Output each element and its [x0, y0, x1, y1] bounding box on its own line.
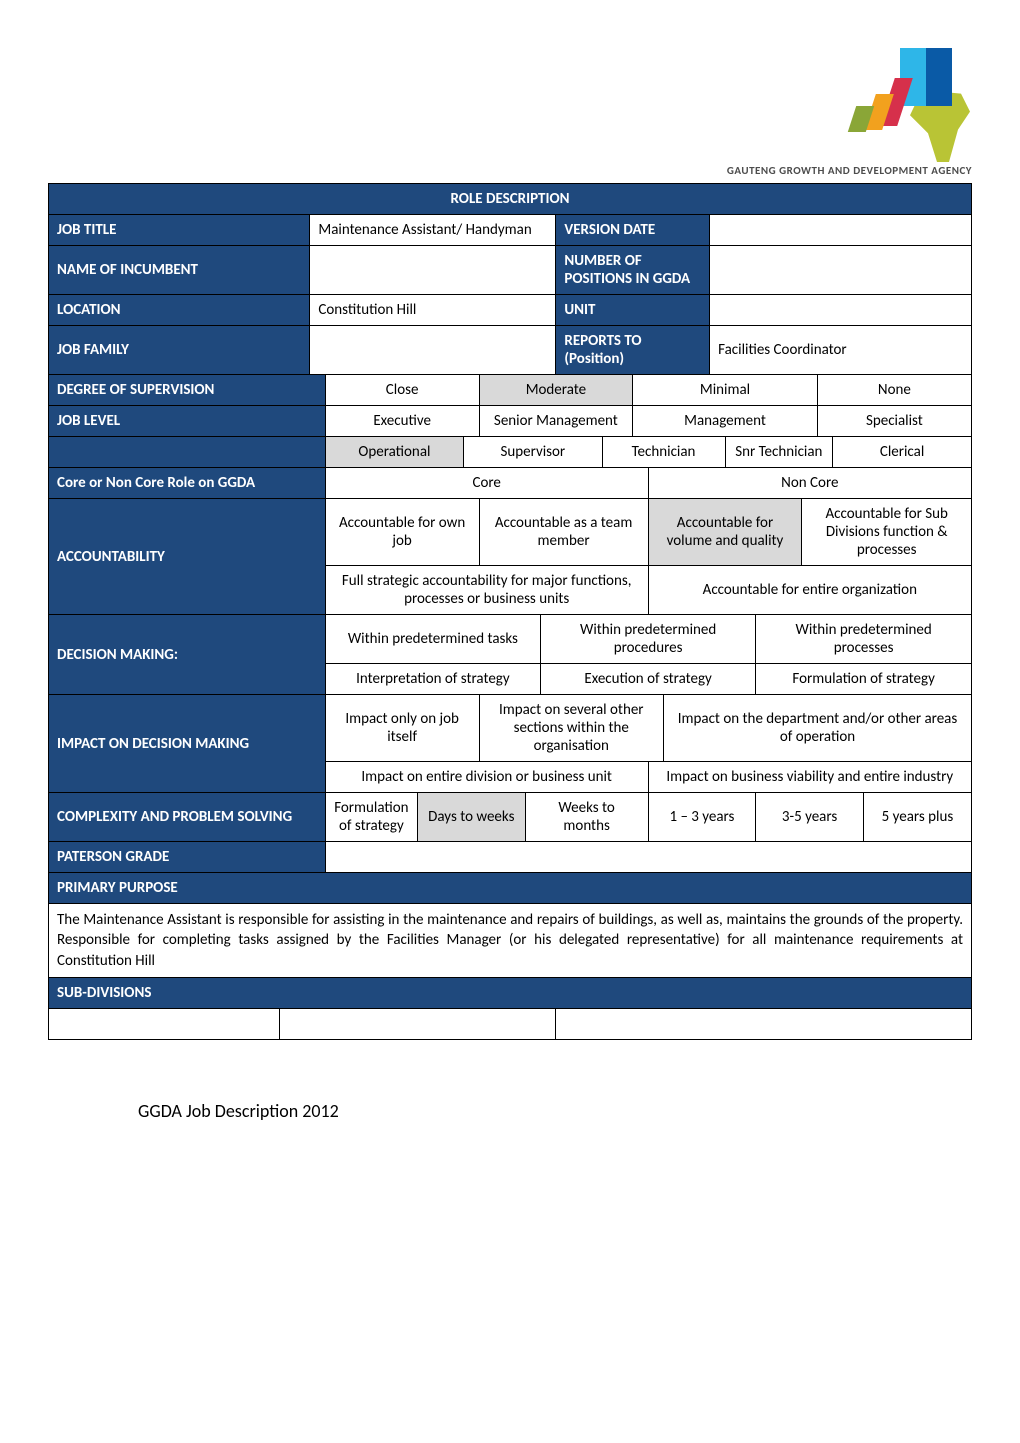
value-reports-to: Facilities Coordinator [710, 326, 972, 375]
label-decision: DECISION MAKING: [49, 615, 326, 695]
decision-opt: Within predetermined tasks [325, 615, 540, 664]
joblevel-opt: Supervisor [464, 437, 602, 468]
subdiv-cell [49, 1008, 280, 1039]
value-job-family [310, 326, 556, 375]
account-opt: Accountable for volume and quality [648, 499, 802, 566]
account-opt: Accountable for own job [325, 499, 479, 566]
label-paterson: PATERSON GRADE [49, 842, 326, 873]
supervision-opt: Minimal [633, 375, 818, 406]
impact-opt: Impact on the department and/or other ar… [664, 695, 972, 762]
label-supervision: DEGREE OF SUPERVISION [49, 375, 326, 406]
joblevel-opt: Snr Technician [725, 437, 833, 468]
impact-opt: Impact on business viability and entire … [648, 762, 971, 793]
account-opt: Accountable for Sub Divisions function &… [802, 499, 972, 566]
footer-text: GGDA Job Description 2012 [48, 1100, 972, 1122]
complex-opt: Weeks to months [525, 793, 648, 842]
value-purpose: The Maintenance Assistant is responsible… [49, 904, 972, 978]
complex-opt: 5 years plus [863, 793, 971, 842]
impact-opt: Impact on several other sections within … [479, 695, 664, 762]
decision-opt: Within predetermined procedures [541, 615, 756, 664]
decision-opt: Formulation of strategy [756, 664, 972, 695]
label-reports-to: REPORTS TO (Position) [556, 326, 710, 375]
supervision-opt: None [817, 375, 971, 406]
supervision-opt: Close [325, 375, 479, 406]
value-job-title: Maintenance Assistant/ Handyman [310, 215, 556, 246]
joblevel-opt: Clerical [833, 437, 972, 468]
label-accountability: ACCOUNTABILITY [49, 499, 326, 615]
label-job-title: JOB TITLE [49, 215, 310, 246]
joblevel-opt: Operational [325, 437, 463, 468]
joblevel-opt: Specialist [817, 406, 971, 437]
label-purpose: PRIMARY PURPOSE [49, 873, 972, 904]
joblevel-opt: Technician [602, 437, 725, 468]
subdiv-cell [279, 1008, 556, 1039]
joblevel-opt: Executive [325, 406, 479, 437]
complex-opt: 3-5 years [756, 793, 864, 842]
complex-opt: Days to weeks [418, 793, 526, 842]
label-subdivisions: SUB-DIVISIONS [49, 977, 972, 1008]
account-opt: Accountable as a team member [479, 499, 648, 566]
decision-opt: Within predetermined processes [756, 615, 972, 664]
decision-opt: Interpretation of strategy [325, 664, 540, 695]
label-num-positions: NUMBER OF POSITIONS IN GGDA [556, 246, 710, 295]
label-complexity: COMPLEXITY AND PROBLEM SOLVING [49, 793, 326, 842]
label-job-level-blank [49, 437, 326, 468]
value-version-date [710, 215, 972, 246]
impact-opt: Impact on entire division or business un… [325, 762, 648, 793]
label-job-family: JOB FAMILY [49, 326, 310, 375]
table-header: ROLE DESCRIPTION [49, 184, 972, 215]
value-location: Constitution Hill [310, 295, 556, 326]
logo: GAUTENG GROWTH AND DEVELOPMENT AGENCY [48, 48, 972, 177]
label-unit: UNIT [556, 295, 710, 326]
value-num-positions [710, 246, 972, 295]
complex-opt: 1 – 3 years [648, 793, 756, 842]
label-impact: IMPACT ON DECISION MAKING [49, 695, 326, 793]
value-incumbent [310, 246, 556, 295]
joblevel-opt: Management [633, 406, 818, 437]
account-opt: Full strategic accountability for major … [325, 566, 648, 615]
decision-opt: Execution of strategy [541, 664, 756, 695]
logo-tagline: GAUTENG GROWTH AND DEVELOPMENT AGENCY [727, 164, 972, 177]
complex-opt: Formulation of strategy [325, 793, 417, 842]
account-opt: Accountable for entire organization [648, 566, 971, 615]
impact-opt: Impact only on job itself [325, 695, 479, 762]
supervision-opt: Moderate [479, 375, 633, 406]
core-opt: Core [325, 468, 648, 499]
label-version-date: VERSION DATE [556, 215, 710, 246]
label-core: Core or Non Core Role on GGDA [49, 468, 326, 499]
subdiv-cell [556, 1008, 972, 1039]
value-unit [710, 295, 972, 326]
joblevel-opt: Senior Management [479, 406, 633, 437]
label-location: LOCATION [49, 295, 310, 326]
core-opt: Non Core [648, 468, 971, 499]
value-paterson [325, 842, 971, 873]
label-job-level: JOB LEVEL [49, 406, 326, 437]
label-incumbent: NAME OF INCUMBENT [49, 246, 310, 295]
role-description-table: ROLE DESCRIPTION JOB TITLE Maintenance A… [48, 183, 972, 1040]
